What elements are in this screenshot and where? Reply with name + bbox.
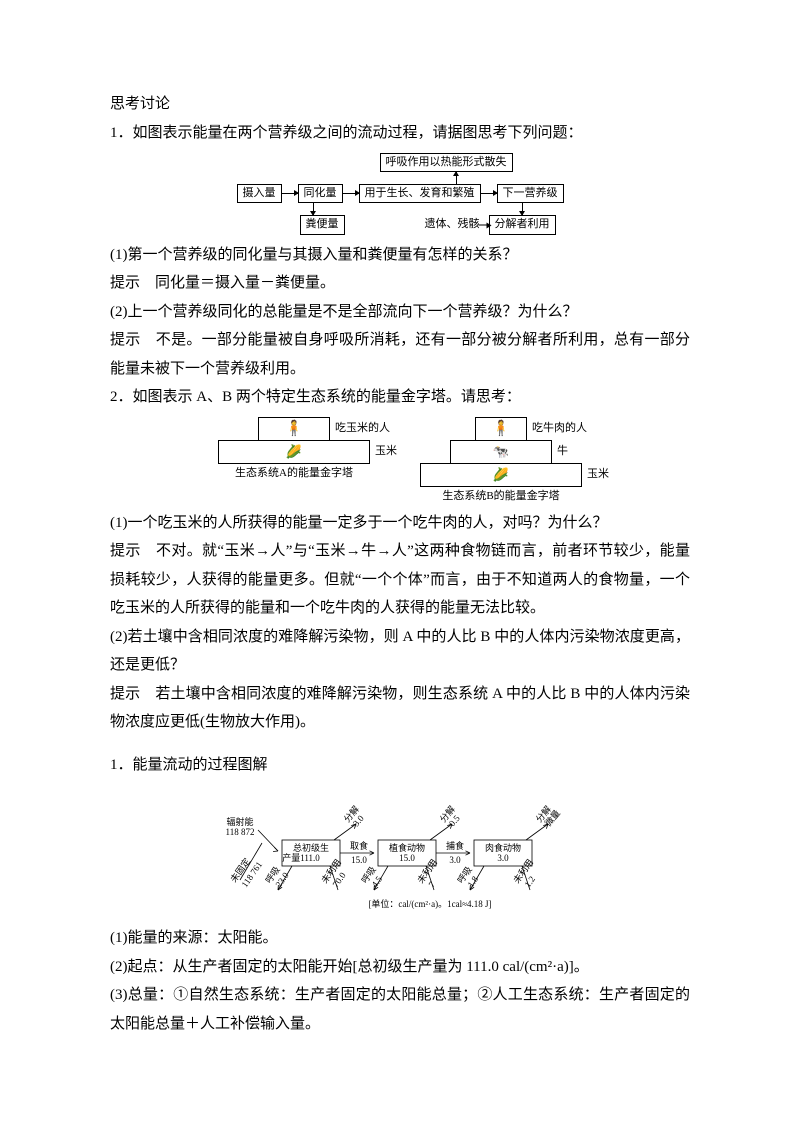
page: 思考讨论 1．如图表示能量在两个营养级之间的流动过程，请据图思考下列问题： 呼吸… [0,0,800,1132]
diagram-energy-process: 辐射能118 872未固定118 761总初级生产量111.0分解3.0呼吸23… [110,785,690,918]
d1-remains: 遗体、残骸 [425,218,480,231]
q1-ans1: 提示 同化量＝摄入量－粪便量。 [110,269,690,298]
pyramid-level-label: 吃玉米的人 [335,422,390,435]
d1-decomposer: 分解者利用 [489,215,556,234]
pyramid-level: 🧍吃牛肉的人 [475,417,527,441]
cow-icon: 🐄 [493,444,509,460]
q1-prompt: 1．如图表示能量在两个营养级之间的流动过程，请据图思考下列问题： [110,119,690,148]
svg-text:产量111.0: 产量111.0 [282,852,320,863]
pyramid-level-label: 玉米 [587,468,609,481]
q2-sub2: (2)若土壤中含相同浓度的难降解污染物，则 A 中的人比 B 中的人体内污染物浓… [110,623,690,680]
q2-ans1: 提示 不对。就“玉米→人”与“玉米→牛→人”这两种食物链而言，前者环节较少，能量… [110,537,690,623]
d1-growth: 用于生长、发育和繁殖 [359,184,481,203]
person-icon: 🧍 [492,420,511,438]
s1-p3: (3)总量：①自然生态系统：生产者固定的太阳能总量；②人工生态系统：生产者固定的… [110,981,690,1038]
pyramid-caption: 生态系统A的能量金字塔 [235,467,353,480]
energy-process-svg: 辐射能118 872未固定118 761总初级生产量111.0分解3.0呼吸23… [200,785,600,915]
svg-text:7: 7 [426,880,437,890]
q1-ans2: 提示 不是。一部分能量被自身呼吸所消耗，还有一部分被分解者所利用，总有一部分能量… [110,326,690,383]
q1-sub2: (2)上一个营养级同化的总能量是不是全部流向下一个营养级？为什么？ [110,298,690,327]
svg-text:总初级生: 总初级生 [293,842,329,853]
arrow-right-icon [481,193,497,194]
corn-icon: 🌽 [493,468,509,481]
pyramid-level: 🌽玉米 [218,440,370,464]
svg-text:3.0: 3.0 [497,853,509,863]
pyramid-level-label: 吃牛肉的人 [532,422,587,435]
svg-text:捕食: 捕食 [446,840,464,851]
diagram-energy-flow: 呼吸作用以热能形式散失 摄入量 同化量 用于生长、发育和繁殖 下一营养级 [110,153,690,235]
d1-assimilate: 同化量 [298,184,343,203]
q1-sub1: (1)第一个营养级的同化量与其摄入量和粪便量有怎样的关系？ [110,241,690,270]
svg-text:取食: 取食 [350,840,368,851]
q2-prompt: 2．如图表示 A、B 两个特定生态系统的能量金字塔。请思考： [110,383,690,412]
diagram-pyramids: 🧍吃玉米的人🌽玉米生态系统A的能量金字塔🧍吃牛肉的人🐄牛🌽玉米生态系统B的能量金… [110,418,690,503]
svg-text:[单位：cal/(cm²·a)。1cal≈4.18 J]: [单位：cal/(cm²·a)。1cal≈4.18 J] [368,898,491,909]
pyramid-level-label: 玉米 [375,445,397,458]
pyramid-A: 🧍吃玉米的人🌽玉米生态系统A的能量金字塔 [218,418,370,503]
pyramid-level: 🌽玉米 [420,463,582,487]
pyramid-level: 🐄牛 [450,440,552,464]
d1-next: 下一营养级 [497,184,564,203]
svg-text:15.0: 15.0 [351,855,367,865]
q2-sub1: (1)一个吃玉米的人所获得的能量一定多于一个吃牛肉的人，对吗？为什么？ [110,509,690,538]
svg-text:118 872: 118 872 [226,827,255,837]
svg-text:植食动物: 植食动物 [389,842,425,853]
pyramid-caption: 生态系统B的能量金字塔 [442,490,559,503]
q2-ans2: 提示 若土壤中含相同浓度的难降解污染物，则生态系统 A 中的人比 B 中的人体内… [110,680,690,737]
person-icon: 🧍 [285,420,304,438]
s1-p2: (2)起点：从生产者固定的太阳能开始[总初级生产量为 111.0 cal/(cm… [110,953,690,982]
s1-heading: 1．能量流动的过程图解 [110,751,690,780]
pyramid-level: 🧍吃玉米的人 [258,417,330,441]
arrow-right-icon [282,193,298,194]
d1-heat: 呼吸作用以热能形式散失 [380,153,513,172]
svg-text:15.0: 15.0 [399,853,415,863]
d1-feces: 粪便量 [300,215,345,234]
svg-text:肉食动物: 肉食动物 [485,842,521,853]
pyramid-B: 🧍吃牛肉的人🐄牛🌽玉米生态系统B的能量金字塔 [420,418,582,503]
s1-p1: (1)能量的来源：太阳能。 [110,924,690,953]
section-title: 思考讨论 [110,90,690,119]
pyramid-level-label: 牛 [557,445,568,458]
svg-text:3.0: 3.0 [449,855,461,865]
svg-text:辐射能: 辐射能 [226,816,253,827]
d1-intake: 摄入量 [237,184,282,203]
arrow-right-icon [343,193,359,194]
corn-icon: 🌽 [286,445,302,458]
